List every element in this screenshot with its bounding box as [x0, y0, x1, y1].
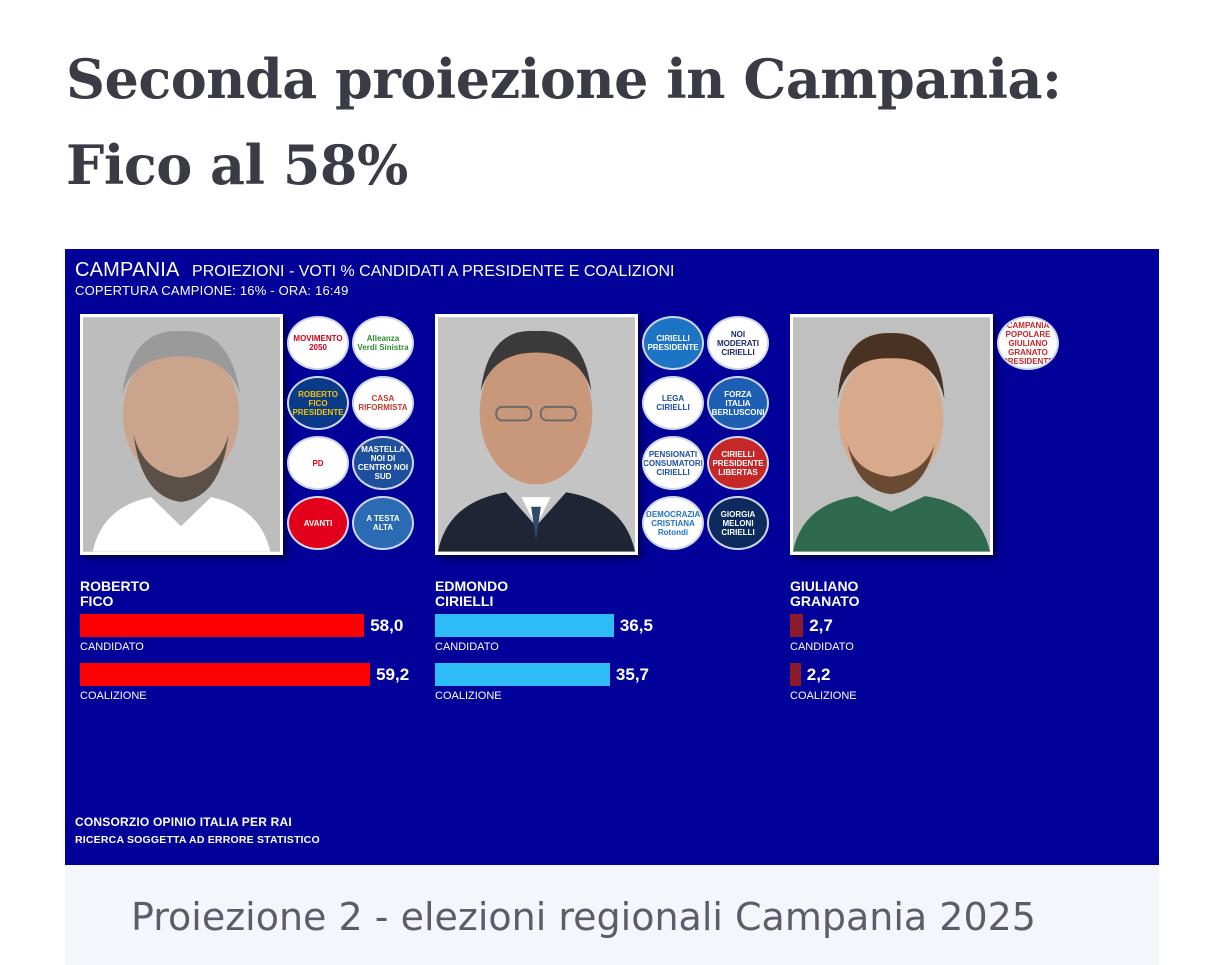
candidato-bar: [435, 614, 614, 637]
party-logo: AVANTI: [287, 496, 349, 550]
coalizione-value: 35,7: [615, 665, 650, 684]
party-logo: MASTELLA NOI DI CENTRO NOI SUD: [352, 436, 414, 490]
candidato-bar: [790, 614, 804, 637]
party-logo: CAMPANIA POPOLARE GIULIANO GRANATO PRESI…: [997, 316, 1059, 370]
party-logo: PENSIONATI CONSUMATORI CIRIELLI: [642, 436, 704, 490]
candidato-label: CANDIDATO: [80, 641, 144, 653]
coalizione-label: COALIZIONE: [790, 690, 857, 702]
image-caption-box: Proiezione 2 - elezioni regionali Campan…: [65, 865, 1159, 965]
coalizione-value: 2,2: [806, 665, 831, 684]
article-headline: Seconda proiezione in Campania: Fico al …: [66, 47, 1062, 197]
coverage-info: COPERTURA CAMPIONE: 16% - ORA: 16:49: [75, 283, 349, 298]
party-logo: CASA RIFORMISTA: [352, 376, 414, 430]
party-logo: PD: [287, 436, 349, 490]
region-title: CAMPANIA: [75, 259, 180, 281]
coalizione-label: COALIZIONE: [80, 690, 147, 702]
coalizione-bar: [435, 663, 610, 686]
party-logo: CIRIELLI PRESIDENTE LIBERTAS: [707, 436, 769, 490]
party-logo: CIRIELLI PRESIDENTE: [642, 316, 704, 370]
candidato-label: CANDIDATO: [790, 641, 854, 653]
candidato-value: 36,5: [619, 616, 653, 635]
coalizione-value: 59,2: [376, 665, 410, 684]
graphic-footer: CONSORZIO OPINIO ITALIA PER RAI RICERCA …: [75, 815, 320, 846]
party-logo: MOVIMENTO 2050: [287, 316, 349, 370]
party-logo: GIORGIA MELONI CIRIELLI: [707, 496, 769, 550]
candidate-name-fico: ROBERTO FICO: [80, 578, 150, 609]
coalizione-bar: [790, 663, 801, 686]
candidato-value: 2,7: [809, 616, 833, 635]
candidate-photo-fico: [80, 314, 283, 555]
source-credit: CONSORZIO OPINIO ITALIA PER RAI: [75, 815, 292, 829]
party-logo: NOI MODERATI CIRIELLI: [707, 316, 769, 370]
party-logo: DEMOCRAZIA CRISTIANA Rotondi: [642, 496, 704, 550]
graphic-subtitle: PROIEZIONI - VOTI % CANDIDATI A PRESIDEN…: [192, 263, 675, 280]
party-logo: FORZA ITALIA BERLUSCONI: [707, 376, 769, 430]
candidate-name-cirielli: EDMONDO CIRIELLI: [435, 578, 509, 609]
image-caption: Proiezione 2 - elezioni regionali Campan…: [131, 895, 1036, 939]
candidato-bar: [80, 614, 365, 637]
candidato-value: 58,0: [370, 616, 404, 635]
candidate-name-granato: GIULIANO GRANATO: [790, 578, 860, 609]
error-disclaimer: RICERCA SOGGETTA AD ERRORE STATISTICO: [75, 834, 320, 846]
party-logo: Alleanza Verdi Sinistra: [352, 316, 414, 370]
party-logo: ROBERTO FICO PRESIDENTE: [287, 376, 349, 430]
coalizione-label: COALIZIONE: [435, 690, 502, 702]
candidate-photo-cirielli: [435, 314, 638, 555]
projection-graphic: CAMPANIA PROIEZIONI - VOTI % CANDIDATI A…: [65, 249, 1159, 865]
party-logo: A TESTA ALTA: [352, 496, 414, 550]
graphic-header: CAMPANIA PROIEZIONI - VOTI % CANDIDATI A…: [75, 259, 675, 298]
party-logo: LEGA CIRIELLI: [642, 376, 704, 430]
coalizione-bar: [80, 663, 371, 686]
candidato-label: CANDIDATO: [435, 641, 499, 653]
candidate-photo-granato: [790, 314, 993, 555]
